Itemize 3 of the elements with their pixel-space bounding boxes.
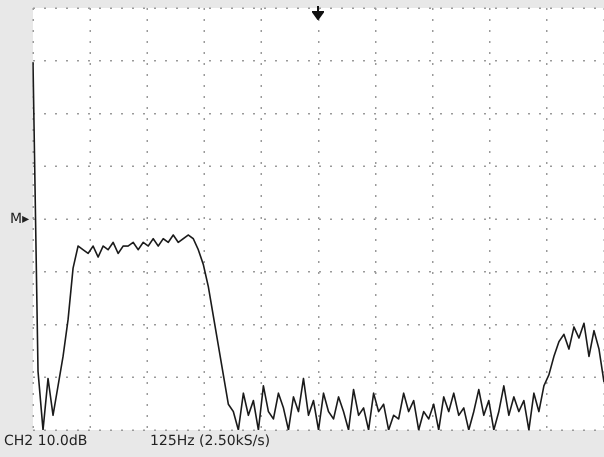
text: M▸ <box>10 211 30 227</box>
text: CH2 10.0dB <box>4 433 88 449</box>
text: 125Hz (2.50kS/s) <box>150 433 270 449</box>
